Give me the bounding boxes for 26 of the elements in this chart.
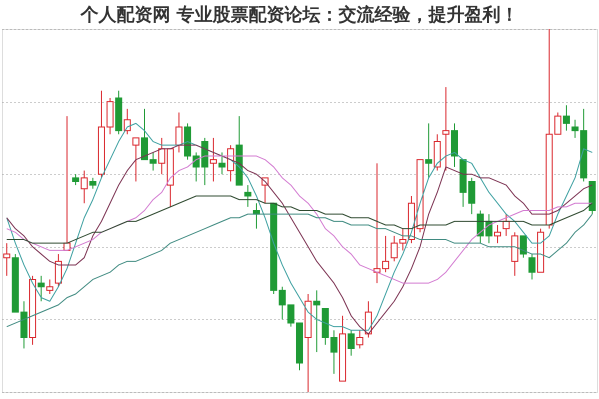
candlestick [348,330,355,356]
candlestick [54,254,62,288]
candlestick [554,112,562,135]
candlestick [210,137,217,182]
candlestick [425,122,432,178]
candlestick [528,254,536,280]
candlestick [72,174,80,186]
candlestick [390,235,398,262]
chart-title: 个人配资网 专业股票配资论坛：交流经验，提升盈利！ [79,4,519,26]
candlestick [399,228,406,251]
candlestick [520,235,527,258]
candlestick [313,290,320,353]
candlestick [244,184,252,208]
candlestick [3,242,10,276]
candlestick [46,278,54,294]
candlestick [38,275,45,302]
candlestick [356,330,364,349]
candlestick [218,152,226,175]
candlestick [80,170,88,204]
candlestick [89,177,96,190]
candlestick [442,86,450,172]
candlestick [132,137,140,182]
candlestick [562,104,570,132]
candlestick [494,224,502,244]
candlestick [158,137,166,175]
candlestick [175,112,182,153]
